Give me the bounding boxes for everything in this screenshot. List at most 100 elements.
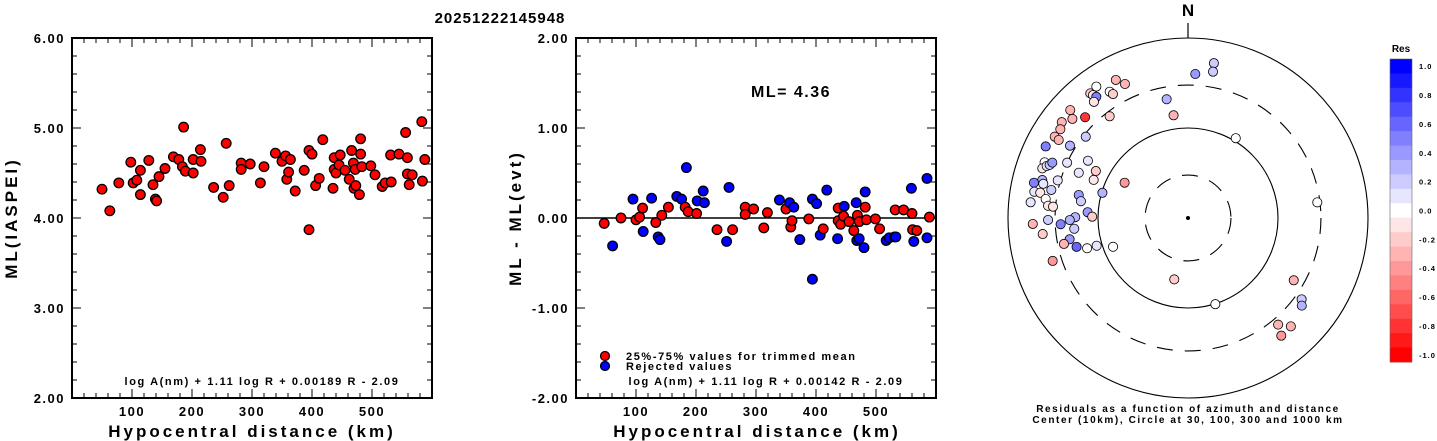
station-residual <box>1069 223 1080 234</box>
data-point <box>303 224 315 236</box>
data-point <box>401 152 413 164</box>
data-point <box>151 195 163 207</box>
station-residual <box>1119 79 1130 90</box>
distance-circle-30km <box>1144 174 1232 262</box>
colorbar-tick-label: -1.0 <box>1419 351 1436 360</box>
used-point <box>748 203 760 215</box>
colorbar-tick-label: -0.2 <box>1419 235 1436 244</box>
used-point <box>650 217 662 228</box>
data-point <box>208 181 220 193</box>
station-residual <box>1104 111 1115 122</box>
station-residual <box>1088 96 1099 107</box>
data-point <box>195 155 207 167</box>
magnitude-distance-plot: ML(IASPEI) Hypocentral distance (km) log… <box>2 31 433 441</box>
used-point <box>637 202 649 214</box>
data-point <box>187 167 199 179</box>
data-point <box>143 154 155 166</box>
station-residual <box>1082 243 1093 254</box>
rejected-point <box>858 242 870 254</box>
data-point <box>235 163 247 175</box>
distance-circle-100km <box>1097 127 1279 309</box>
station-residual <box>1027 218 1038 229</box>
plot1-ytick-label: 6.00 <box>34 31 65 46</box>
data-point <box>343 173 355 185</box>
used-point <box>656 209 668 221</box>
plot1-formula: log A(nm) + 1.11 log R + 0.00189 R - 2.0… <box>125 376 400 388</box>
station-residual <box>1067 113 1078 124</box>
station-residual <box>1046 184 1057 195</box>
colorbar-segment <box>1390 102 1412 118</box>
station-residual <box>1058 238 1069 249</box>
station-residual <box>1043 214 1054 225</box>
rejected-point <box>788 201 800 213</box>
data-point <box>104 205 116 217</box>
data-point <box>153 171 165 183</box>
data-point <box>298 164 310 176</box>
colorbar-tick-label: 1.0 <box>1419 62 1432 71</box>
data-point <box>416 175 428 187</box>
distance-circle-1000km <box>1007 37 1369 399</box>
data-point <box>355 148 367 160</box>
colorbar-segment <box>1390 131 1412 147</box>
colorbar-title: Res <box>1392 44 1411 55</box>
rejected-point <box>794 234 806 246</box>
data-point <box>254 177 266 189</box>
plot2-xtick-label: 400 <box>803 404 829 419</box>
data-point <box>406 169 418 181</box>
station-residual <box>1080 131 1091 142</box>
plot2-ytick-label: 0.00 <box>538 211 569 226</box>
data-point <box>356 161 368 173</box>
station-residual <box>1168 110 1179 121</box>
station-residual <box>1052 175 1063 186</box>
data-point <box>350 180 362 192</box>
plot1-xlabel: Hypocentral distance (km) <box>108 422 396 441</box>
distance-circle-300km <box>1054 84 1322 352</box>
data-point <box>419 154 431 165</box>
used-point <box>911 225 923 237</box>
station-residual <box>1090 166 1101 177</box>
plot2-ytick-label: -1.00 <box>532 301 569 316</box>
data-point <box>134 164 146 176</box>
data-point <box>400 127 412 138</box>
colorbar-tick-label: -0.4 <box>1419 264 1436 273</box>
rejected-point <box>646 192 658 204</box>
station-residual <box>1035 187 1046 198</box>
data-point <box>223 180 235 192</box>
rejected-point <box>773 194 785 206</box>
colorbar-tick-label: -0.6 <box>1419 293 1436 302</box>
station-residual <box>1285 321 1296 332</box>
station-residual <box>1064 215 1075 226</box>
colorbar-segment <box>1390 59 1412 74</box>
rejected-point <box>853 233 865 245</box>
azimuth-residual-plot: N Residuals as a function of azimuth and… <box>1007 1 1436 426</box>
station-residual <box>1273 319 1284 330</box>
station-residual <box>1082 155 1093 166</box>
rejected-point <box>607 240 619 252</box>
plot1-xtick-label: 300 <box>239 404 265 419</box>
data-point <box>134 189 146 201</box>
data-point <box>306 148 318 160</box>
residual-distance-plot: ML - ML(evt) Hypocentral distance (km) M… <box>506 31 937 441</box>
data-point <box>355 133 367 145</box>
plot1-frame <box>71 37 433 399</box>
rejected-point <box>723 181 735 193</box>
plot1-ytick-label: 5.00 <box>34 121 65 136</box>
station-residual <box>1230 133 1241 144</box>
rejected-point <box>908 235 920 247</box>
north-label: N <box>1182 1 1194 20</box>
rejected-point <box>838 200 850 212</box>
colorbar-segment <box>1390 145 1412 161</box>
data-point <box>346 145 358 156</box>
plot2-xtick-label: 500 <box>863 404 889 419</box>
plot1-xtick-label: 100 <box>119 404 145 419</box>
data-point <box>313 172 325 184</box>
data-point <box>96 183 108 195</box>
data-point <box>131 174 143 186</box>
plot2-ylabel: ML - ML(evt) <box>506 150 525 286</box>
station-residual <box>1208 58 1219 69</box>
data-point <box>385 176 397 188</box>
rejected-point <box>905 182 917 194</box>
rejected-point <box>637 226 649 237</box>
used-point <box>739 208 751 220</box>
